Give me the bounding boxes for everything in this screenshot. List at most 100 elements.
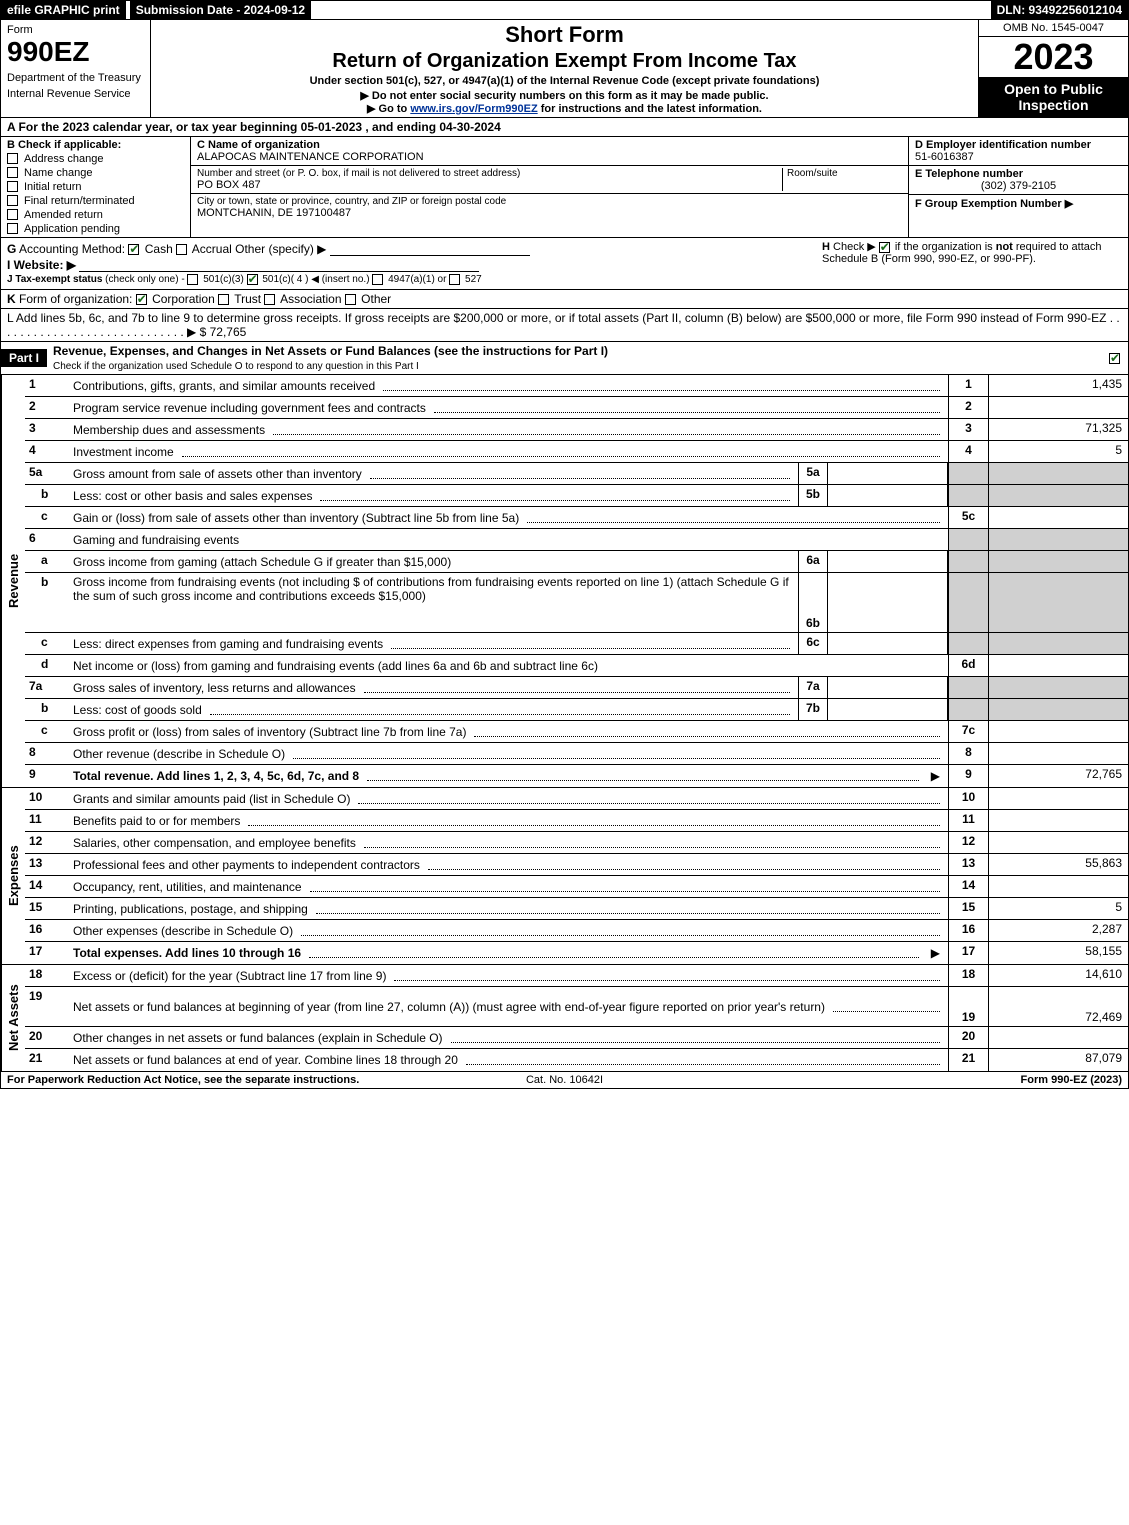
chk-label: Initial return — [24, 181, 81, 193]
chk-name[interactable]: Name change — [7, 167, 184, 179]
line-6d: dNet income or (loss) from gaming and fu… — [25, 655, 1128, 677]
col-val: 58,155 — [988, 942, 1128, 964]
goto-line: ▶ Go to www.irs.gov/Form990EZ for instru… — [157, 102, 972, 115]
checkbox-icon[interactable] — [7, 223, 18, 234]
org-name: ALAPOCAS MAINTENANCE CORPORATION — [197, 151, 424, 163]
line-8: 8Other revenue (describe in Schedule O)8 — [25, 743, 1128, 765]
ln-desc: Salaries, other compensation, and employ… — [73, 836, 356, 850]
ln-desc: Gross income from fundraising events (no… — [73, 575, 794, 603]
footer-left: For Paperwork Reduction Act Notice, see … — [7, 1074, 379, 1086]
revenue-body: 1Contributions, gifts, grants, and simil… — [25, 375, 1128, 787]
chk-final[interactable]: Final return/terminated — [7, 195, 184, 207]
checkbox-icon[interactable] — [218, 294, 229, 305]
ln-desc: Total expenses. Add lines 10 through 16 — [73, 946, 301, 960]
checkbox-icon[interactable] — [187, 274, 198, 285]
chk-pending[interactable]: Application pending — [7, 223, 184, 235]
website-input[interactable] — [79, 260, 479, 272]
room-suite-label: Room/suite — [782, 168, 902, 191]
col-no-grey — [948, 485, 988, 506]
ln-no: c — [25, 721, 69, 742]
part1-title-text: Revenue, Expenses, and Changes in Net As… — [53, 344, 608, 358]
chk-address[interactable]: Address change — [7, 153, 184, 165]
other-input[interactable] — [330, 244, 530, 256]
netassets-grid: Net Assets 18Excess or (deficit) for the… — [0, 965, 1129, 1072]
col-no: 17 — [948, 942, 988, 964]
irs-link[interactable]: www.irs.gov/Form990EZ — [410, 103, 537, 115]
col-no: 14 — [948, 876, 988, 897]
checkbox-icon[interactable] — [264, 294, 275, 305]
col-no: 7c — [948, 721, 988, 742]
dots — [273, 425, 940, 435]
goto-post: for instructions and the latest informat… — [538, 103, 762, 115]
c-name-cell: C Name of organization ALAPOCAS MAINTENA… — [191, 137, 908, 166]
checkbox-icon[interactable] — [372, 274, 383, 285]
chk-amended[interactable]: Amended return — [7, 209, 184, 221]
checkbox-icon[interactable] — [7, 195, 18, 206]
row-a: A For the 2023 calendar year, or tax yea… — [0, 118, 1129, 137]
dots — [210, 705, 790, 715]
ln-desc: Program service revenue including govern… — [73, 401, 426, 415]
line-6: 6Gaming and fundraising events — [25, 529, 1128, 551]
checkbox-icon[interactable] — [1109, 353, 1120, 364]
ln-no: 17 — [25, 942, 69, 964]
ln-desc: Total revenue. Add lines 1, 2, 3, 4, 5c,… — [73, 769, 359, 783]
e-label: E Telephone number — [915, 168, 1122, 180]
ln-desc: Gross profit or (loss) from sales of inv… — [73, 725, 466, 739]
arrow-icon — [927, 769, 944, 783]
c-city-cell: City or town, state or province, country… — [191, 194, 908, 221]
line-10: 10Grants and similar amounts paid (list … — [25, 788, 1128, 810]
col-no: 3 — [948, 419, 988, 440]
col-val: 87,079 — [988, 1049, 1128, 1071]
dots — [301, 926, 940, 936]
ln-desc: Less: direct expenses from gaming and fu… — [73, 637, 383, 651]
chk-label: Address change — [24, 153, 104, 165]
checkbox-icon[interactable] — [345, 294, 356, 305]
checkbox-icon[interactable] — [136, 294, 147, 305]
c-street-cell: Number and street (or P. O. box, if mail… — [191, 166, 908, 194]
checkbox-icon[interactable] — [128, 244, 139, 255]
line-20: 20Other changes in net assets or fund ba… — [25, 1027, 1128, 1049]
mini-no: 5a — [798, 463, 828, 484]
line-17: 17 Total expenses. Add lines 10 through 1… — [25, 942, 1128, 964]
mini-no: 6b — [798, 573, 828, 632]
dots — [474, 727, 940, 737]
efile-print[interactable]: efile GRAPHIC print — [1, 1, 126, 19]
ln-no: 12 — [25, 832, 69, 853]
checkbox-icon[interactable] — [7, 167, 18, 178]
ln-desc: Net assets or fund balances at beginning… — [73, 1000, 825, 1014]
dots — [391, 639, 790, 649]
mini-val — [828, 551, 948, 572]
col-no: 18 — [948, 965, 988, 986]
line-18: 18Excess or (deficit) for the year (Subt… — [25, 965, 1128, 987]
checkbox-icon[interactable] — [7, 181, 18, 192]
checkbox-icon[interactable] — [176, 244, 187, 255]
chk-label: Name change — [24, 167, 93, 179]
col-no-grey — [948, 529, 988, 550]
header-right: OMB No. 1545-0047 2023 Open to Public In… — [978, 20, 1128, 117]
col-val — [988, 876, 1128, 897]
chk-initial[interactable]: Initial return — [7, 181, 184, 193]
bcdef-row: B Check if applicable: Address change Na… — [0, 137, 1129, 238]
chk-label: Final return/terminated — [24, 195, 135, 207]
checkbox-icon[interactable] — [879, 242, 890, 253]
col-no: 4 — [948, 441, 988, 462]
mini-no: 7b — [798, 699, 828, 720]
footer: For Paperwork Reduction Act Notice, see … — [0, 1072, 1129, 1089]
col-val-grey — [988, 485, 1128, 506]
checkbox-icon[interactable] — [7, 153, 18, 164]
checkbox-icon[interactable] — [247, 274, 258, 285]
checkbox-icon[interactable] — [449, 274, 460, 285]
ln-no: d — [25, 655, 69, 676]
col-no: 1 — [948, 375, 988, 396]
expenses-grid: Expenses 10Grants and similar amounts pa… — [0, 788, 1129, 965]
tax-year: 2023 — [979, 37, 1128, 77]
mini-val — [828, 485, 948, 506]
col-val — [988, 810, 1128, 831]
col-val: 2,287 — [988, 920, 1128, 941]
ln-no: 15 — [25, 898, 69, 919]
irs-label: Internal Revenue Service — [7, 88, 144, 100]
col-no: 21 — [948, 1049, 988, 1071]
col-val — [988, 721, 1128, 742]
checkbox-icon[interactable] — [7, 209, 18, 220]
netassets-body: 18Excess or (deficit) for the year (Subt… — [25, 965, 1128, 1071]
